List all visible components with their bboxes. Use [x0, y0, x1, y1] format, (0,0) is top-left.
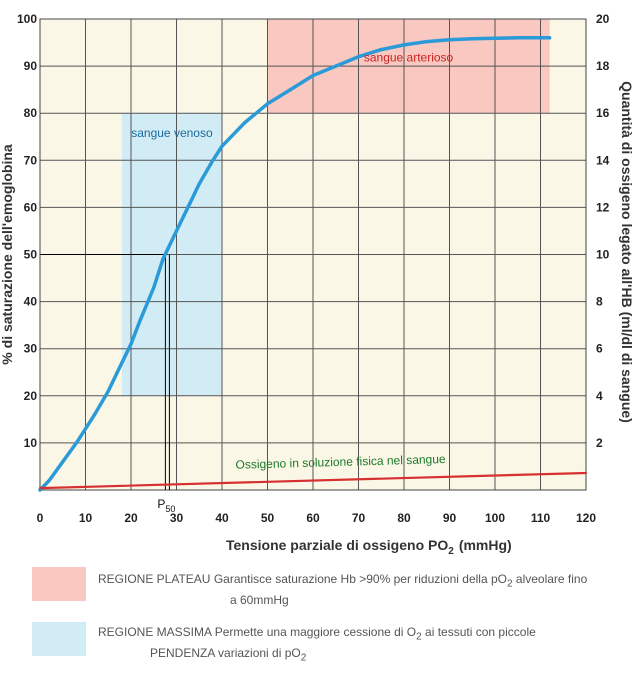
series-point-11: [161, 257, 165, 261]
y2-tick-3: 8: [596, 295, 603, 309]
x-axis-title-unit: (mmHg): [459, 537, 512, 553]
x-tick-4: 40: [215, 511, 229, 525]
y-tick-6: 70: [24, 153, 38, 167]
y-tick-7: 80: [24, 106, 38, 120]
series-point-8: [129, 342, 133, 346]
y2-tick-4: 10: [596, 248, 610, 262]
region-label-1: sangue venoso: [131, 126, 213, 140]
series-point-20: [311, 73, 315, 78]
x-tick-7: 70: [352, 511, 366, 525]
series-point-27: [470, 37, 474, 41]
y2-tick-8: 18: [596, 59, 610, 73]
x-tick-1: 10: [79, 511, 93, 525]
series-label-0: Ossigeno in soluzione fisica nel sangue: [235, 452, 446, 472]
series-point-26: [447, 38, 452, 42]
x-tick-8: 80: [397, 511, 411, 525]
ticks-layer: 0 10 20 30 40 50 60 70 80 90 100 110 120 10 20 30 40 50 60…: [17, 12, 610, 525]
series-point-28: [493, 36, 497, 40]
y2-tick-0: 2: [596, 436, 603, 450]
y-tick-3: 40: [24, 295, 38, 309]
series-point-30: [548, 36, 552, 40]
series-point-22: [356, 55, 361, 59]
series-point-2: [61, 460, 65, 464]
y2-tick-6: 14: [596, 153, 610, 167]
series-point-18: [265, 102, 270, 106]
grid-layer: [39, 18, 587, 491]
series-point-12: [174, 229, 179, 233]
series-point-21: [334, 64, 338, 68]
series-point-23: [379, 48, 383, 52]
x-tick-9: 90: [443, 511, 457, 525]
y-tick-2: 30: [24, 342, 38, 356]
y-tick-0: 10: [24, 436, 38, 450]
y-tick-8: 90: [24, 59, 38, 73]
y-axis-title: % di saturazione dell'emoglobina: [0, 144, 15, 365]
x-tick-5: 50: [261, 511, 275, 525]
p50-label-sub: 50: [165, 504, 175, 514]
series-point-0: [38, 488, 42, 492]
series-line-1: [38, 471, 588, 490]
y2-axis-title: Quantità di ossigeno legato all'HB (ml/d…: [619, 81, 633, 423]
series-point-1: [47, 478, 51, 483]
series-point-4: [83, 427, 88, 431]
y2-tick-5: 12: [596, 200, 610, 214]
x-tick-11: 110: [531, 511, 551, 525]
x-tick-10: 100: [485, 511, 505, 525]
x-tick-0: 0: [37, 511, 44, 525]
y-tick-5: 60: [24, 200, 38, 214]
series-point-5: [93, 413, 97, 417]
series-point-25: [425, 40, 429, 44]
labels-layer: sangue arterioso sangue venoso Ossigeno in…: [0, 50, 633, 557]
x-tick-2: 20: [124, 511, 138, 525]
y-tick-4: 50: [24, 248, 38, 262]
series-point-10: [152, 285, 156, 290]
x-tick-6: 60: [306, 511, 320, 525]
x-tick-12: 120: [576, 511, 596, 525]
series-point-17: [243, 121, 247, 125]
y2-tick-7: 16: [596, 106, 610, 120]
x-axis-title: Tensione parziale di ossigeno PO2 (mmHg): [226, 537, 512, 557]
series-point-29: [516, 36, 520, 40]
x-axis-title-sub: 2: [448, 546, 454, 557]
series-layer: [38, 36, 588, 492]
series-point-9: [138, 318, 142, 323]
y-tick-1: 20: [24, 389, 38, 403]
series-point-3: [74, 441, 78, 445]
y2-tick-1: 4: [596, 389, 603, 403]
series-point-16: [220, 144, 224, 148]
y2-tick-2: 6: [596, 342, 603, 356]
series-point-6: [106, 389, 110, 393]
p50-label: P50: [157, 497, 175, 514]
y-tick-9: 100: [17, 12, 37, 26]
x-tick-3: 30: [170, 511, 184, 525]
series-point-15: [211, 158, 215, 162]
series-point-14: [197, 182, 201, 186]
series-point-19: [288, 88, 292, 92]
y2-tick-9: 20: [596, 12, 610, 26]
series-point-13: [188, 201, 192, 205]
series-point-7: [115, 370, 119, 374]
region-label-0: sangue arterioso: [364, 50, 454, 64]
series-point-24: [402, 43, 406, 47]
